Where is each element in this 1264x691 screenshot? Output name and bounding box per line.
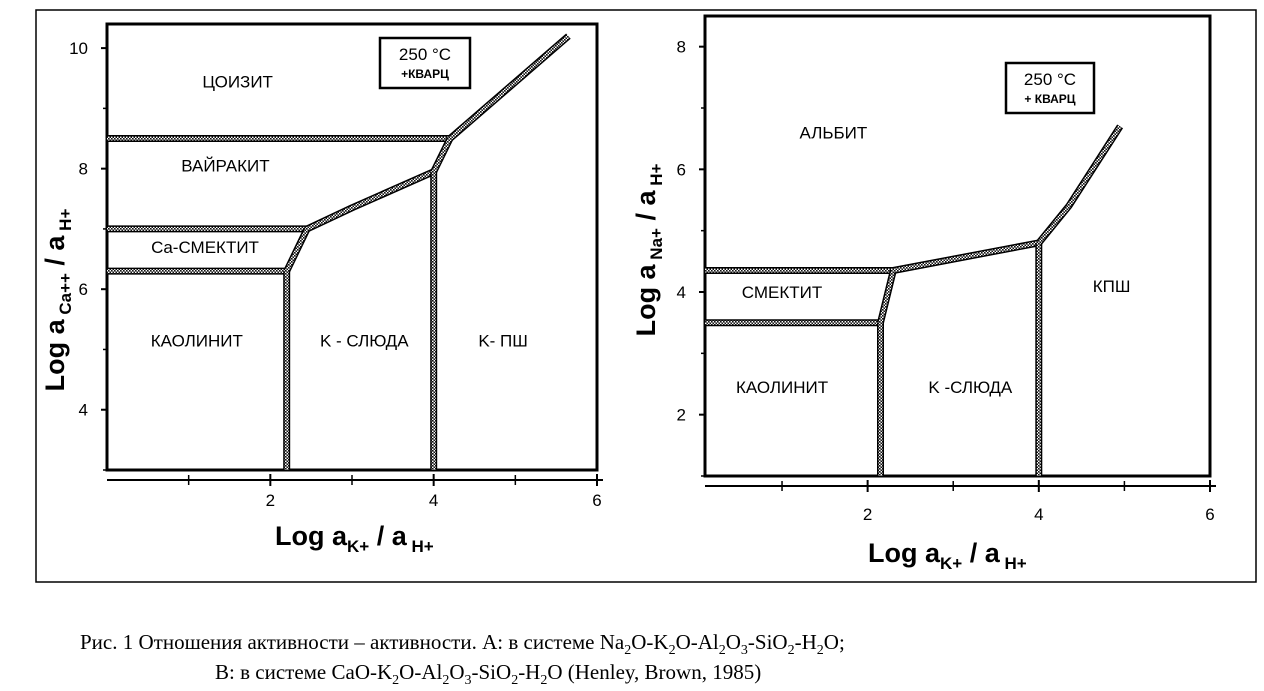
y-tick-label: 10 xyxy=(69,39,88,58)
temperature-box xyxy=(1004,61,1096,115)
temperature-label: 250 °C xyxy=(399,45,451,64)
formula-part: 2 xyxy=(624,643,632,659)
boundary-smectite-mica xyxy=(284,228,309,272)
formula-part: 2 xyxy=(442,673,450,689)
caption-line-1-text: Рис. 1 Отношения активности – активности… xyxy=(80,630,600,654)
formula-part: O xyxy=(725,630,741,654)
x-axis-label-main: Log a xyxy=(275,521,348,551)
formula-part: -H xyxy=(518,660,541,684)
formula-part: O (Henley, Brown, 1985) xyxy=(547,660,762,684)
y-tick-label: 6 xyxy=(79,280,88,299)
field-label: ЦОИЗИТ xyxy=(202,72,273,91)
panel-left: 2 4 6 4 6 8 10 ЦОИЗИТ ВАЙРАКИТ Ca-СМЕКТИТ КАОЛИНИТ… xyxy=(40,22,603,556)
x-axis-label-sub1: K+ xyxy=(347,537,369,556)
caption-line-2-text: В: в системе xyxy=(215,660,332,684)
x-axis-label-sep: / a xyxy=(369,521,408,551)
formula-part: -SiO xyxy=(471,660,512,684)
caption-line-1: Рис. 1 Отношения активности – активности… xyxy=(80,630,845,659)
field-label: КПШ xyxy=(1093,277,1131,296)
x-tick-label: 6 xyxy=(1205,505,1214,524)
y-axis-label-sep: / a xyxy=(631,190,661,229)
field-label: СМЕКТИТ xyxy=(742,283,822,302)
field-label: Ca-СМЕКТИТ xyxy=(151,238,259,257)
x-axis-label-sub2: H+ xyxy=(1000,554,1027,573)
formula-part: O-Al xyxy=(675,630,719,654)
caption-line-2: В: в системе CaO-K2O-Al2O3-SiO2-H2O (Hen… xyxy=(215,660,761,689)
boundary-albite-kfeldspar xyxy=(1037,125,1122,245)
y-tick-label: 2 xyxy=(677,406,686,425)
x-tick-label: 6 xyxy=(592,491,601,510)
x-axis-label: Log aK+ / a H+ xyxy=(275,521,434,556)
quartz-note-label: + КВАРЦ xyxy=(1024,92,1075,106)
formula-part: -SiO xyxy=(747,630,788,654)
y-tick-label: 8 xyxy=(79,160,88,179)
formula-part: -H xyxy=(794,630,817,654)
field-label: КАОЛИНИТ xyxy=(151,331,243,350)
formula-part: O xyxy=(449,660,465,684)
y-tick-label: 6 xyxy=(677,160,686,179)
boundary-albite-mica xyxy=(892,240,1040,273)
quartz-note-label: +КВАРЦ xyxy=(401,67,449,81)
x-axis-label: Log aK+ / a H+ xyxy=(868,538,1027,573)
formula-part: 2 xyxy=(816,643,824,659)
x-tick-label: 2 xyxy=(266,491,275,510)
formula-part: 2 xyxy=(668,643,676,659)
formula-part: 2 xyxy=(787,643,795,659)
caption-line-2-formula: CaO-K2O-Al2O3-SiO2-H2O (Henley, Brown, 1… xyxy=(331,660,762,688)
y-axis-label-sub2: H+ xyxy=(647,164,666,191)
formula-part: O-Al xyxy=(399,660,443,684)
y-axis-label-sub2: H+ xyxy=(56,209,75,236)
formula-part: Na xyxy=(599,630,625,654)
x-axis-label-sub2: H+ xyxy=(407,537,434,556)
boundary-zoisite-kfeldspar xyxy=(448,34,570,141)
field-label: КАОЛИНИТ xyxy=(736,378,828,397)
y-tick-label: 4 xyxy=(677,283,686,302)
panel-right: 2 4 6 2 4 6 8 АЛЬБИТ СМЕКТИТ КАОЛИНИТ K -СЛЮДА КПШ 2… xyxy=(631,14,1216,573)
x-tick-label: 4 xyxy=(1034,505,1043,524)
y-axis-label-main: Log a xyxy=(40,318,70,391)
boundary-wairakite-mica xyxy=(306,169,435,231)
temperature-box xyxy=(378,36,472,90)
boundary-smectite-mica xyxy=(878,270,896,324)
formula-part: O; xyxy=(823,630,845,654)
x-tick-label: 4 xyxy=(429,491,438,510)
figure-frame xyxy=(35,9,1257,583)
boundary-wairakite-kfeldspar xyxy=(431,137,452,173)
y-axis-label-sub1: Ca++ xyxy=(56,273,75,319)
y-tick-label: 8 xyxy=(677,38,686,57)
field-label: K -СЛЮДА xyxy=(928,378,1013,397)
formula-part: 3 xyxy=(464,673,472,689)
y-tick-label: 4 xyxy=(79,401,88,420)
temperature-label: 250 °C xyxy=(1024,70,1076,89)
formula-part: 2 xyxy=(540,673,548,689)
y-axis-label-main: Log a xyxy=(631,263,661,336)
field-label: АЛЬБИТ xyxy=(799,124,867,143)
plot-frame xyxy=(105,22,599,472)
x-tick-label: 2 xyxy=(863,505,872,524)
y-axis-label-sep: / a xyxy=(40,235,70,274)
x-axis-label-sep: / a xyxy=(962,538,1001,568)
y-axis-label-sub1: Na+ xyxy=(647,228,666,264)
formula-part: 2 xyxy=(392,673,400,689)
formula-part: O-K xyxy=(631,630,669,654)
y-axis-label: Log a Na+ / a H+ xyxy=(631,164,666,337)
field-label: K - СЛЮДА xyxy=(320,331,409,350)
x-axis-label-main: Log a xyxy=(868,538,941,568)
formula-part: CaO-K xyxy=(331,660,393,684)
caption-line-1-formula: Na2O-K2O-Al2O3-SiO2-H2O; xyxy=(599,630,845,658)
y-axis-label: Log a Ca++ / a H+ xyxy=(40,209,75,392)
formula-part: 2 xyxy=(718,643,726,659)
formula-part: 3 xyxy=(740,643,748,659)
field-label: K- ПШ xyxy=(478,331,528,350)
field-label: ВАЙРАКИТ xyxy=(181,157,269,176)
x-axis-label-sub1: K+ xyxy=(940,554,962,573)
plot-frame xyxy=(703,14,1212,478)
formula-part: 2 xyxy=(511,673,519,689)
